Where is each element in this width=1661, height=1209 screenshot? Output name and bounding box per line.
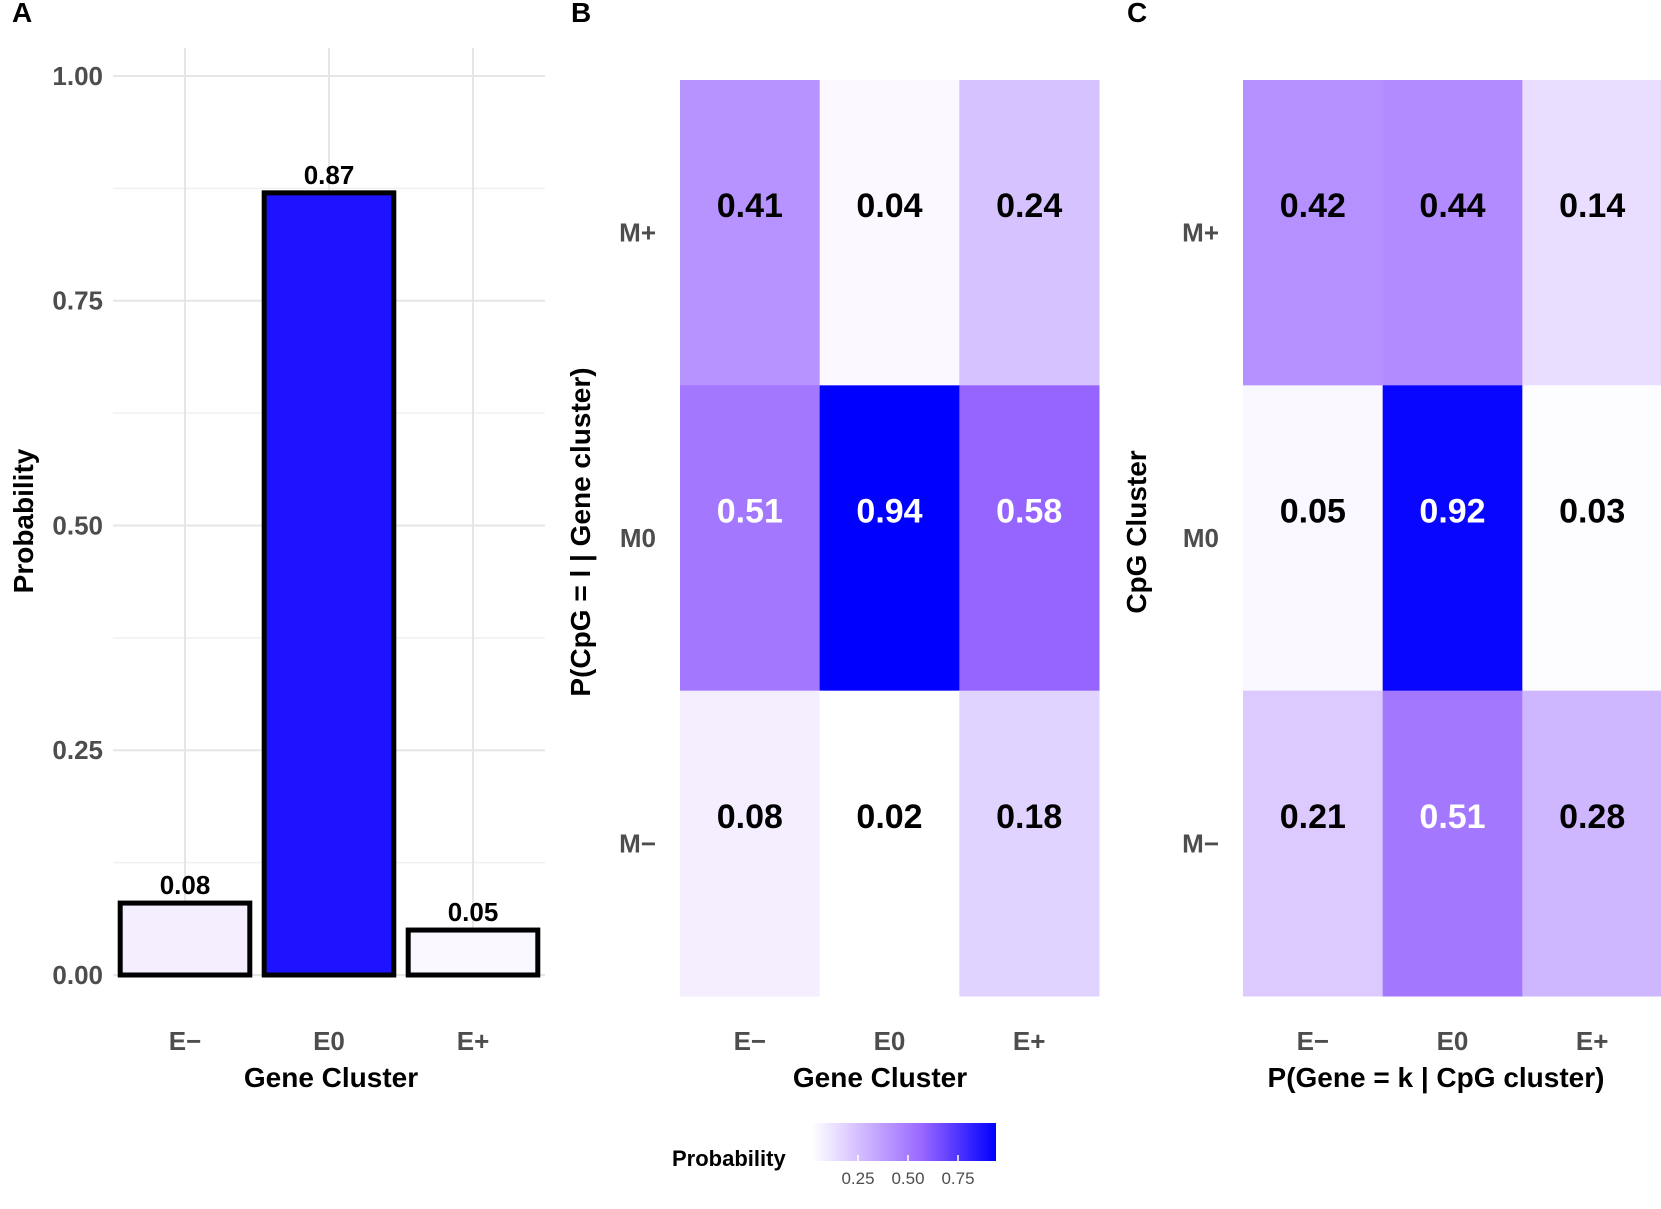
y-tick-label: M0 [620,523,656,553]
cell-value-label: 0.51 [717,493,783,531]
x-tick-label: E− [734,1026,767,1056]
cell-value-label: 0.24 [996,187,1062,225]
heatmap-cell-mplus-e0 [819,80,960,386]
panel-b-y-ticks: M+ M0 M− [619,218,656,859]
bar-value-label: 0.08 [160,870,211,900]
x-tick-label: E+ [1013,1026,1046,1056]
panel-a-x-ticks: E− E0 E+ [169,1026,490,1056]
legend-tick-label: 0.25 [841,1169,874,1188]
cell-value-label: 0.44 [1419,187,1485,225]
panel-a: A 0.00 0.25 0.50 0.75 1.00 0.08 0.87 0.05 E− E0… [8,0,545,1093]
bar-eminus [117,900,253,978]
cell-value-label: 0.08 [717,798,783,836]
panel-c-x-axis-title: P(Gene = k | CpG cluster) [1268,1062,1605,1093]
cell-value-label: 0.04 [856,187,922,225]
x-tick-label: E0 [874,1026,906,1056]
cell-value-label: 0.03 [1559,493,1625,531]
panel-b-y-axis-title: P(CpG = l | Gene cluster) [565,367,596,696]
panel-letter-c: C [1127,0,1147,28]
heatmap-cell-mminus-e0 [1382,690,1523,997]
panel-b-x-ticks: E− E0 E+ [734,1026,1046,1056]
x-tick-label: E− [169,1026,202,1056]
panel-b-heatmap-cells: 0.41 0.04 0.24 0.51 0.94 0.58 0.08 0.02 0.18 [680,80,1100,997]
y-tick-label: 0.00 [52,960,103,990]
y-tick-label: M− [1182,828,1219,858]
heatmap-cell-mminus-eminus [680,690,821,997]
panel-c-x-ticks: E− E0 E+ [1297,1026,1609,1056]
cell-value-label: 0.28 [1559,798,1625,836]
heatmap-cell-mplus-eplus [1522,80,1661,386]
bar-value-label: 0.87 [304,160,355,190]
legend-tick-label: 0.75 [941,1169,974,1188]
y-tick-label: M+ [1182,218,1219,248]
heatmap-cell-mminus-eplus [959,690,1100,997]
legend-tick-label: 0.50 [891,1169,924,1188]
color-legend: Probability 0.25 0.50 0.75 [672,1123,996,1188]
panel-b: B 0.41 0.04 0.24 0.51 0.94 0.58 0.08 0.02 0.18 M… [565,0,1100,1093]
x-tick-label: E0 [313,1026,345,1056]
panel-a-bars: 0.08 0.87 0.05 [117,160,541,978]
panel-a-y-axis-title: Probability [8,448,39,593]
panel-c: C 0.42 0.44 0.14 0.05 0.92 0.03 0.21 0.51 0.28 M… [1121,0,1661,1093]
heatmap-cell-m0-e0 [819,385,960,692]
cell-value-label: 0.18 [996,798,1062,836]
panel-c-y-axis-title: CpG Cluster [1121,450,1152,613]
panel-letter-a: A [12,0,32,28]
y-tick-label: 0.25 [52,735,103,765]
heatmap-cell-mminus-e0 [819,690,960,997]
cell-value-label: 0.92 [1419,493,1485,531]
panel-b-x-axis-title: Gene Cluster [793,1062,967,1093]
y-tick-label: M− [619,828,656,858]
cell-value-label: 0.21 [1280,798,1346,836]
cell-value-label: 0.42 [1280,187,1346,225]
legend-title: Probability [672,1146,786,1171]
y-tick-label: M+ [619,218,656,248]
heatmap-cell-mplus-eminus [680,80,821,386]
cell-value-label: 0.14 [1559,187,1625,225]
cell-value-label: 0.05 [1280,493,1346,531]
bar-e0 [261,190,397,978]
panel-letter-b: B [571,0,591,28]
heatmap-cell-m0-eplus [959,385,1100,692]
heatmap-cell-mminus-eplus [1522,690,1661,997]
y-tick-label: 0.50 [52,510,103,540]
heatmap-cell-mplus-e0 [1382,80,1523,386]
cell-value-label: 0.41 [717,187,783,225]
heatmap-cell-m0-e0 [1382,385,1523,692]
y-tick-label: 0.75 [52,286,103,316]
heatmap-cell-mplus-eplus [959,80,1100,386]
cell-value-label: 0.51 [1419,798,1485,836]
panel-c-heatmap-cells: 0.42 0.44 0.14 0.05 0.92 0.03 0.21 0.51 0.28 [1243,80,1661,997]
bar-value-label: 0.05 [448,897,499,927]
heatmap-cell-mplus-eminus [1243,80,1384,386]
panel-c-y-ticks: M+ M0 M− [1182,218,1219,859]
cell-value-label: 0.02 [856,798,922,836]
heatmap-cell-m0-eplus [1522,385,1661,692]
heatmap-cell-m0-eminus [680,385,821,692]
panel-a-y-ticks: 0.00 0.25 0.50 0.75 1.00 [52,61,103,990]
legend-color-bar [812,1123,996,1161]
x-tick-label: E+ [1576,1026,1609,1056]
x-tick-label: E0 [1437,1026,1469,1056]
bar-eplus [405,927,541,978]
heatmap-cell-m0-eminus [1243,385,1384,692]
x-tick-label: E+ [457,1026,490,1056]
y-tick-label: M0 [1183,523,1219,553]
cell-value-label: 0.94 [856,493,922,531]
heatmap-cell-mminus-eminus [1243,690,1384,997]
legend-ticks: 0.25 0.50 0.75 [841,1155,975,1188]
cell-value-label: 0.58 [996,493,1062,531]
panel-a-x-axis-title: Gene Cluster [244,1062,418,1093]
x-tick-label: E− [1297,1026,1330,1056]
y-tick-label: 1.00 [52,61,103,91]
